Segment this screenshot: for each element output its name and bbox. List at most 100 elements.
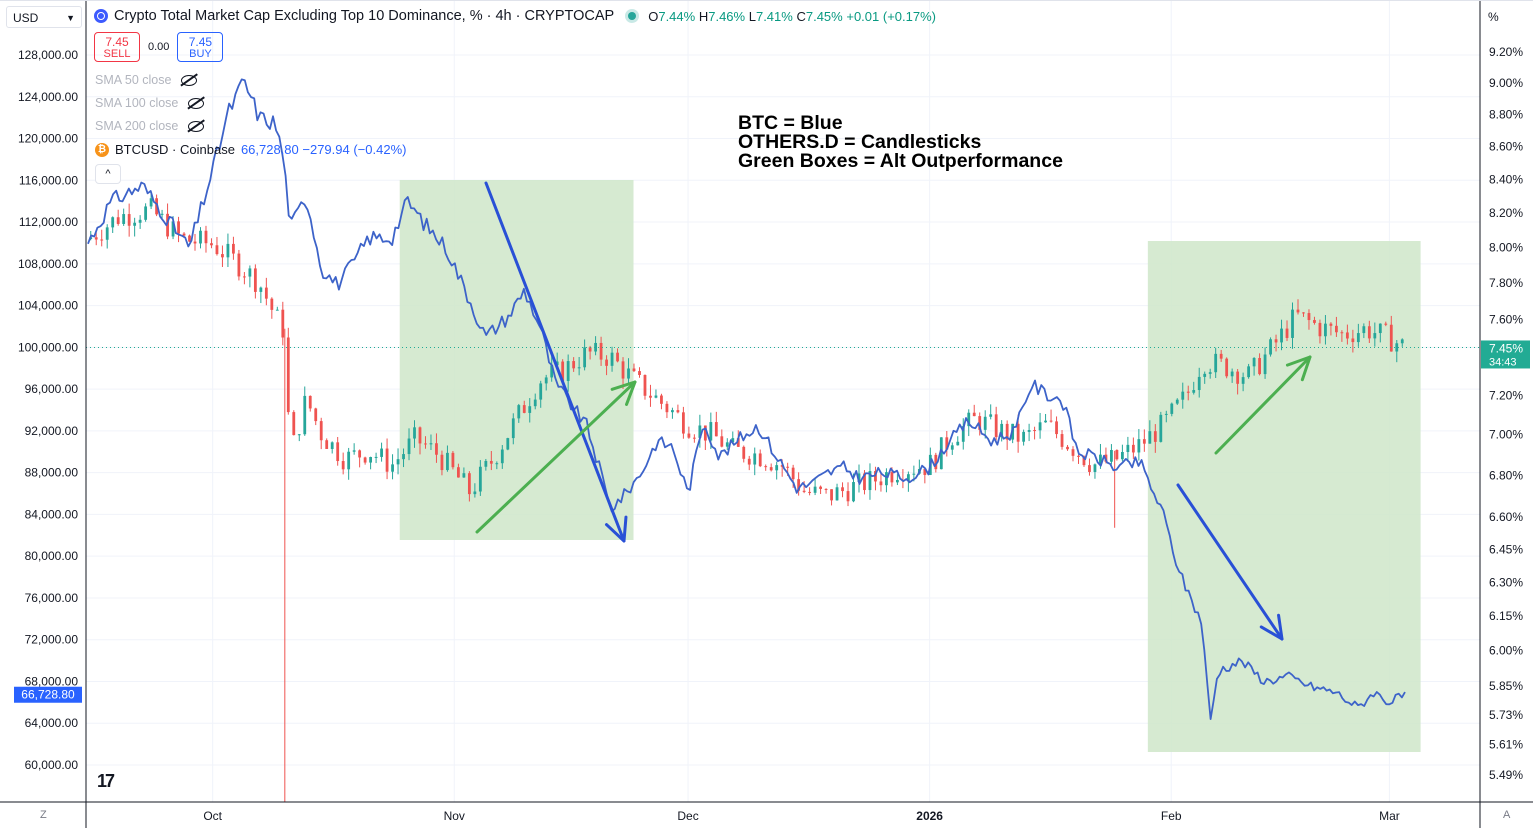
candle-body [720, 436, 724, 447]
candle-body [281, 309, 285, 338]
candle-body [506, 438, 510, 450]
candle-body [1142, 439, 1146, 444]
trade-panel: 7.45 SELL 0.00 7.45 BUY [94, 32, 224, 62]
candle-body [747, 458, 751, 465]
candle-body [210, 243, 213, 246]
arrow-btc-down-head [1259, 613, 1284, 641]
candle-body [127, 214, 131, 226]
candle-body [1395, 343, 1399, 352]
candle-body [171, 221, 175, 237]
candle-body [555, 361, 559, 366]
candle-body [385, 448, 389, 472]
candle-body [325, 440, 329, 449]
candle-body [1345, 332, 1349, 339]
candle-body [1164, 413, 1168, 415]
highlight-box [399, 180, 634, 540]
buy-button[interactable]: 7.45 BUY [177, 32, 224, 62]
candle-body [945, 437, 949, 450]
candle-body [769, 467, 773, 471]
right-axis-tick-label: 5.49% [1489, 768, 1523, 782]
symbol-title[interactable]: Crypto Total Market Cap Excluding Top 10… [114, 8, 615, 24]
candle-body [166, 213, 169, 237]
candle-body [797, 479, 801, 491]
left-axis-tick-label: 60,000.00 [25, 758, 79, 772]
candle-body [199, 230, 202, 244]
candle-body [1236, 371, 1240, 384]
indicator-sma50[interactable]: SMA 50 close [95, 73, 198, 87]
candle-body [671, 410, 674, 413]
candle-body [561, 361, 565, 381]
right-axis-tick-label: 5.73% [1489, 708, 1523, 722]
indicator-sma200[interactable]: SMA 200 close [95, 119, 205, 133]
arrow-btc-down-head [604, 515, 628, 543]
candle-body [1055, 421, 1058, 435]
right-axis-unit[interactable]: % [1488, 10, 1499, 24]
candle-body [1022, 431, 1026, 442]
x-axis-tick-label: Dec [677, 809, 698, 823]
candle-body [1373, 333, 1377, 339]
candle-body [193, 241, 197, 244]
tradingview-logo: 17 [97, 771, 115, 791]
candle-body [665, 403, 669, 413]
right-axis-tick-label: 8.60% [1489, 139, 1523, 153]
candle-body [358, 450, 362, 458]
candle-body [1077, 455, 1080, 457]
candle-body [939, 437, 943, 470]
timezone-button[interactable]: Z [40, 809, 47, 821]
candle-body [1225, 358, 1229, 377]
candle-body [259, 287, 263, 292]
candle-body [703, 425, 707, 441]
candle-body [698, 425, 702, 438]
arrow-alts-up-head [1285, 355, 1312, 382]
candle-body [923, 469, 927, 475]
hidden-eye-icon[interactable] [181, 74, 198, 86]
candle-body [122, 214, 126, 224]
left-axis-tick-label: 72,000.00 [25, 633, 79, 647]
candle-body [363, 457, 367, 463]
candle-body [1351, 338, 1355, 343]
candle-body [457, 467, 460, 478]
candle-body [177, 221, 180, 234]
candle-body [446, 452, 449, 471]
collapse-legend-button[interactable]: ^ [95, 164, 121, 184]
candle-body [709, 422, 713, 441]
right-axis-tick-label: 7.00% [1489, 428, 1523, 442]
candle-body [1110, 450, 1113, 462]
annotation-line: Green Boxes = Alt Outperformance [738, 150, 1063, 172]
sell-button[interactable]: 7.45 SELL [94, 32, 140, 62]
candle-body [517, 405, 521, 419]
arrow-alts-up [475, 380, 637, 534]
candle-body [1044, 420, 1047, 423]
candle-body [478, 466, 482, 492]
candle-body [440, 454, 444, 471]
x-axis-tick-label: Feb [1161, 809, 1182, 823]
countdown-label: 34:43 [1489, 356, 1517, 368]
candle-body [275, 309, 279, 311]
left-axis-tick-label: 108,000.00 [18, 257, 78, 271]
right-axis-tick-label: 6.45% [1489, 542, 1523, 556]
live-status-icon [628, 12, 637, 20]
right-axis-tick-label: 9.20% [1489, 45, 1523, 59]
indicator-sma100[interactable]: SMA 100 close [95, 96, 205, 110]
candle-body [1296, 309, 1300, 313]
candle-body [1192, 390, 1196, 393]
candle-body [292, 412, 296, 436]
candle-body [1263, 354, 1267, 375]
hidden-eye-icon[interactable] [188, 120, 205, 132]
candle-body [753, 453, 757, 465]
candle-body [1197, 376, 1201, 391]
left-axis-tick-label: 116,000.00 [19, 173, 78, 187]
hidden-eye-icon[interactable] [188, 97, 205, 109]
candle-body [1175, 399, 1179, 404]
candle-body [380, 448, 383, 457]
compare-symbol-legend[interactable]: ₿ BTCUSD · Coinbase 66,728.80 −279.94 (−… [95, 142, 406, 157]
candle-body [369, 457, 373, 463]
candle-body [1027, 430, 1031, 432]
currency-selector[interactable]: USD ▼ [6, 6, 82, 28]
auto-scale-button[interactable]: A [1503, 809, 1511, 821]
btc-price-line[interactable] [87, 78, 1406, 720]
candle-body [1208, 372, 1212, 374]
candle-body [1148, 431, 1152, 444]
chart-legend-title: Crypto Total Market Cap Excluding Top 10… [94, 8, 936, 24]
